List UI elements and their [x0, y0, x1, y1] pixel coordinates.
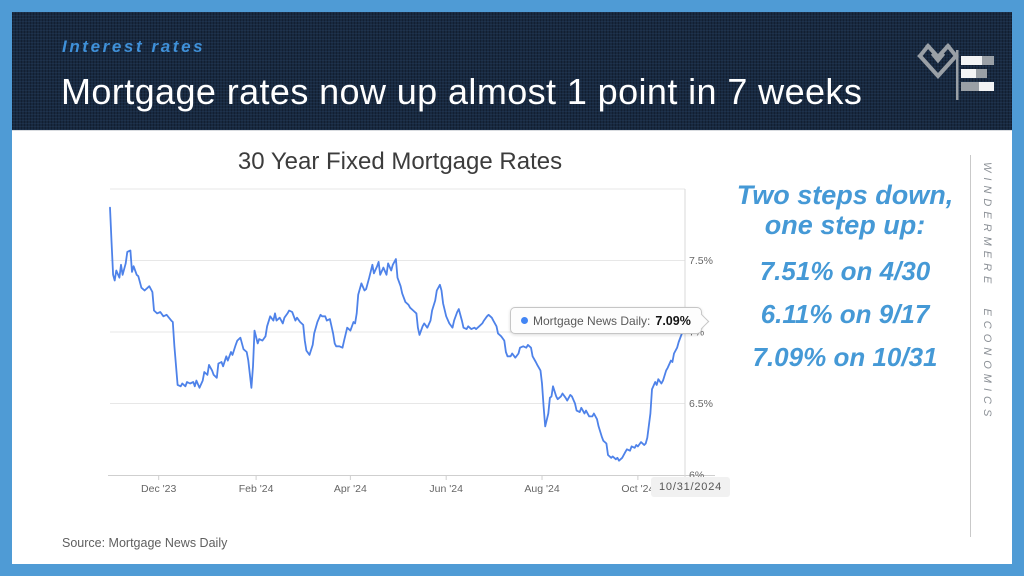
header-band: Interest rates Mortgage rates now up alm…: [12, 12, 1012, 130]
series-dot-icon: [521, 317, 528, 324]
brand-rail-text: WINDERMERE ECONOMICS: [981, 162, 993, 422]
callout-heading-line2: one step up:: [764, 210, 926, 240]
eyebrow-label: Interest rates: [62, 37, 206, 56]
callout-block: Two steps down, one step up: 7.51% on 4/…: [720, 180, 970, 373]
y-tick-label: 6.5%: [689, 398, 713, 410]
x-tick-label: Apr '24: [334, 483, 367, 495]
callout-stat: 7.51% on 4/30: [759, 256, 931, 286]
x-tick-label: Feb '24: [239, 483, 274, 495]
current-date-flag: 10/31/2024: [651, 477, 731, 497]
callout-stat: 7.09% on 10/31: [752, 342, 938, 372]
y-tick-label: 7.5%: [689, 255, 713, 267]
vertical-divider: [970, 155, 971, 537]
tooltip-label: Mortgage News Daily:: [533, 313, 651, 328]
x-tick-label: Dec '23: [141, 483, 176, 495]
callout-heading-line1: Two steps down,: [736, 180, 954, 210]
x-tick-label: Jun '24: [429, 483, 463, 495]
x-tick-label: Aug '24: [524, 483, 559, 495]
mortgage-rates-chart: 30 Year Fixed Mortgage Rates Dec '23 Feb …: [60, 140, 731, 518]
x-tick-label: Oct '24: [621, 483, 654, 495]
windermere-diamond-icon: [917, 43, 959, 79]
chart-title: 30 Year Fixed Mortgage Rates: [237, 148, 563, 175]
bar-chart-icon: [956, 50, 994, 100]
tooltip-value: 7.09%: [655, 313, 691, 328]
source-note: Source: Mortgage News Daily: [62, 536, 228, 550]
chart-tooltip: Mortgage News Daily: 7.09%: [510, 307, 710, 334]
chart-svg: Dec '23 Feb '24 Apr '24 Jun '24 Aug '24 Oct '…: [108, 188, 715, 495]
rate-line: [109, 206, 686, 462]
callout-stat: 6.11% on 9/17: [760, 299, 930, 329]
slide-title: Mortgage rates now up almost 1 point in …: [61, 71, 863, 112]
